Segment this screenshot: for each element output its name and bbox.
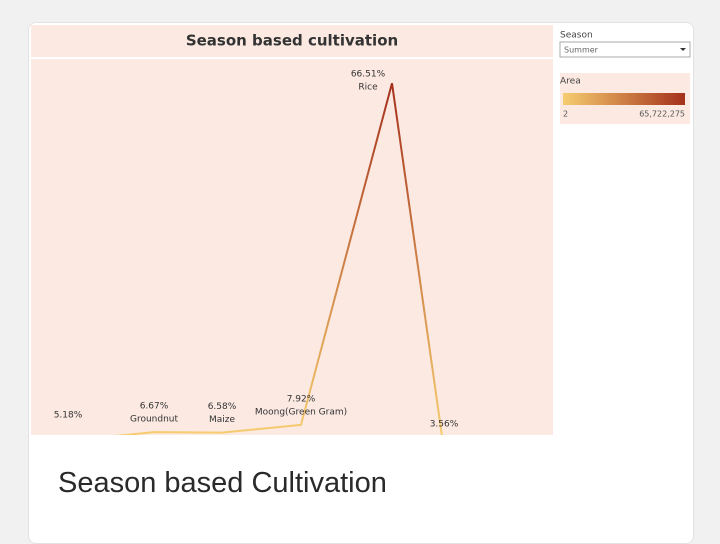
legend-max: 65,722,275 — [639, 110, 685, 119]
filter-title: Season — [560, 31, 593, 41]
filter-value: Summer — [564, 46, 599, 55]
visualization: Season based cultivation Season Summer A… — [29, 23, 693, 451]
category-label: Rice — [358, 83, 378, 93]
legend-title: Area — [560, 77, 581, 87]
data-label: 3.56% — [430, 420, 459, 430]
dropdown-arrow — [680, 48, 686, 51]
card-title: Season based Cultivation — [58, 467, 387, 499]
data-label: 6.58% — [208, 402, 237, 412]
filter-dropdown[interactable] — [559, 41, 691, 58]
data-label: 5.18% — [54, 410, 83, 420]
color-ramp — [563, 93, 685, 105]
category-label: Groundnut — [130, 415, 179, 425]
chart-title: Season based cultivation — [186, 32, 398, 50]
legend-min: 2 — [563, 110, 568, 119]
plot-background — [31, 25, 553, 435]
category-label: Maize — [209, 415, 236, 425]
line — [67, 82, 445, 451]
category-label: Moong(Green Gram) — [255, 407, 347, 417]
chart: Season based cultivation Season Summer A… — [31, 25, 691, 451]
card[interactable]: Season based cultivation Season Summer A… — [28, 22, 694, 544]
data-label: 7.92% — [287, 394, 316, 404]
data-label: 66.51% — [351, 70, 386, 80]
data-label: 6.67% — [140, 402, 169, 412]
